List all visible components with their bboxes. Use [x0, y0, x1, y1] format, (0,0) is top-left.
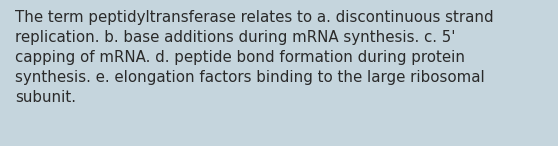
Text: The term peptidyltransferase relates to a. discontinuous strand
replication. b. : The term peptidyltransferase relates to …: [15, 10, 494, 105]
